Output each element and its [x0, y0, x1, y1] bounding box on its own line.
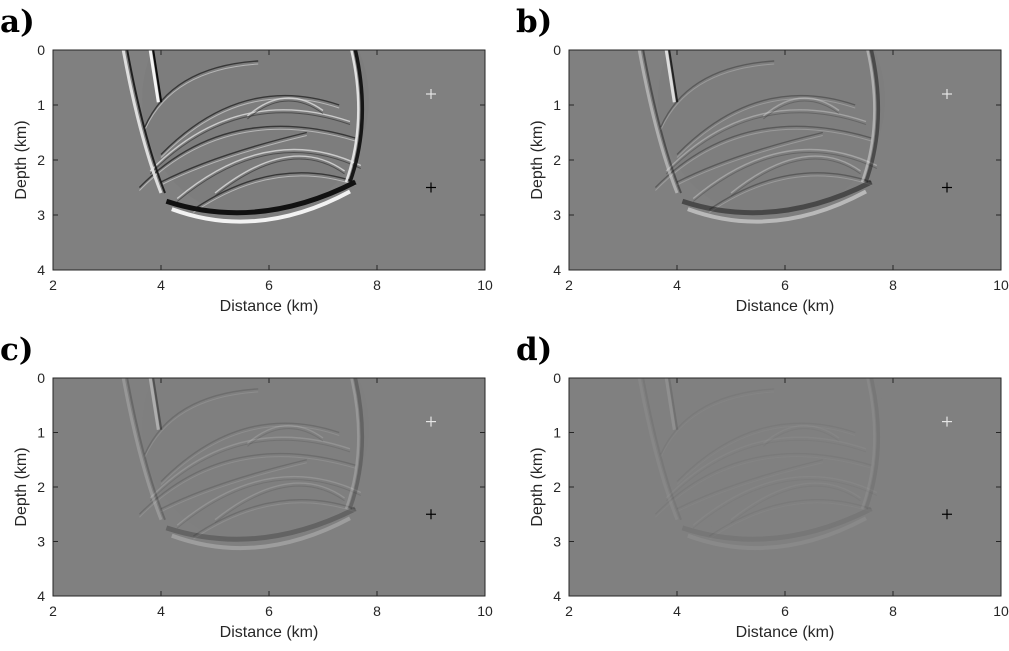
- x-tick-label: 8: [373, 603, 381, 619]
- x-tick-label: 6: [781, 603, 789, 619]
- x-tick-label: 4: [673, 603, 681, 619]
- x-tick-label: 8: [889, 277, 897, 293]
- y-axis-label: Depth (km): [13, 447, 30, 526]
- y-tick-label: 0: [37, 42, 45, 58]
- x-tick-label: 10: [993, 603, 1009, 619]
- seismic-image: [121, 50, 369, 224]
- x-tick-label: 4: [157, 603, 165, 619]
- marker-plus-white: [942, 416, 952, 427]
- seismic-image: [637, 378, 885, 550]
- image-background: [569, 378, 1001, 596]
- y-tick-label: 4: [37, 588, 45, 604]
- x-axis-label: Distance (km): [220, 298, 319, 315]
- y-tick-label: 3: [37, 534, 45, 550]
- panel-label: c): [0, 332, 34, 368]
- x-axis-label: Distance (km): [736, 624, 835, 641]
- y-tick-label: 2: [553, 152, 561, 168]
- y-axis-label: Depth (km): [529, 120, 546, 199]
- panel-label: d): [516, 332, 552, 368]
- x-axis-label: Distance (km): [736, 298, 835, 315]
- x-axis-label: Distance (km): [220, 624, 319, 641]
- marker-plus-black: [942, 509, 952, 520]
- x-tick-label: 2: [565, 277, 573, 293]
- y-axis-label: Depth (km): [13, 120, 30, 199]
- y-tick-label: 2: [37, 152, 45, 168]
- image-background: [53, 378, 485, 596]
- seismic-image: [637, 50, 885, 224]
- marker-plus-white: [942, 89, 952, 99]
- y-tick-label: 1: [553, 425, 561, 441]
- x-tick-label: 6: [265, 277, 273, 293]
- y-tick-label: 1: [37, 425, 45, 441]
- y-tick-label: 1: [553, 97, 561, 113]
- y-tick-label: 2: [553, 479, 561, 495]
- y-tick-label: 0: [553, 370, 561, 386]
- y-tick-label: 4: [37, 262, 45, 278]
- marker-plus-black: [942, 182, 952, 193]
- y-tick-label: 0: [37, 370, 45, 386]
- marker-plus-white: [426, 416, 436, 427]
- x-tick-label: 6: [265, 603, 273, 619]
- y-tick-label: 4: [553, 262, 561, 278]
- x-tick-label: 4: [673, 277, 681, 293]
- y-axis-label: Depth (km): [529, 447, 546, 526]
- x-tick-label: 10: [477, 603, 493, 619]
- x-tick-label: 6: [781, 277, 789, 293]
- marker-plus-black: [426, 509, 436, 520]
- x-tick-label: 10: [993, 277, 1009, 293]
- marker-plus-white: [426, 89, 436, 99]
- x-tick-label: 8: [373, 277, 381, 293]
- panel-label: b): [516, 4, 552, 40]
- y-tick-label: 3: [37, 207, 45, 223]
- panel-label: a): [0, 4, 35, 40]
- y-tick-label: 2: [37, 479, 45, 495]
- marker-plus-black: [426, 182, 436, 193]
- x-tick-label: 2: [49, 277, 57, 293]
- y-tick-label: 3: [553, 534, 561, 550]
- y-tick-label: 3: [553, 207, 561, 223]
- seismic-image: [121, 378, 369, 550]
- y-tick-label: 1: [37, 97, 45, 113]
- image-background: [569, 50, 1001, 270]
- y-tick-label: 0: [553, 42, 561, 58]
- x-tick-label: 8: [889, 603, 897, 619]
- x-tick-label: 10: [477, 277, 493, 293]
- x-tick-label: 2: [49, 603, 57, 619]
- x-tick-label: 2: [565, 603, 573, 619]
- y-tick-label: 4: [553, 588, 561, 604]
- x-tick-label: 4: [157, 277, 165, 293]
